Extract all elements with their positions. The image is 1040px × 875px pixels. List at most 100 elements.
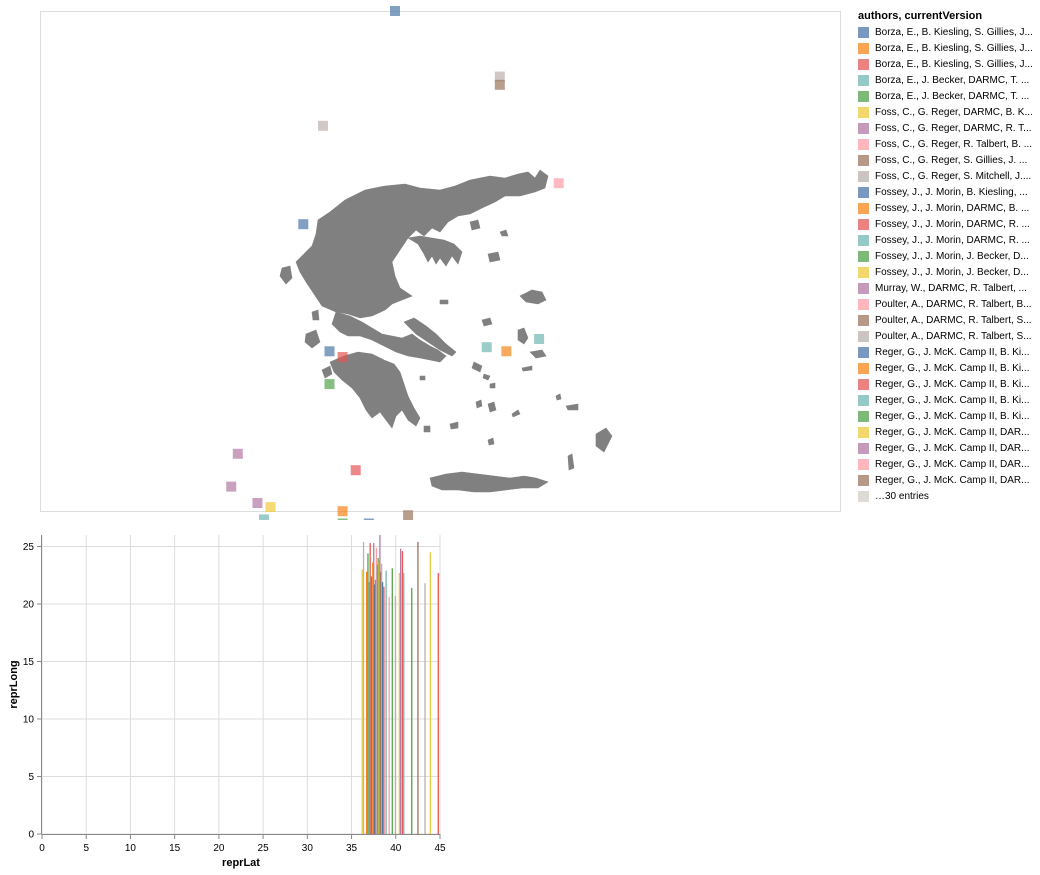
legend-swatch	[858, 410, 869, 422]
bar	[381, 563, 383, 834]
legend-item: Reger, G., J. McK. Camp II, DAR...	[858, 424, 1038, 440]
legend-item: Borza, E., B. Kiesling, S. Gillies, J...	[858, 40, 1038, 56]
map-point	[481, 342, 492, 353]
legend-title: authors, currentVersion	[858, 10, 983, 22]
x-axis-title: reprLat	[222, 857, 260, 869]
map-chart	[0, 0, 850, 640]
x-tick-label: 5	[83, 843, 89, 854]
land-zakynthos	[321, 365, 333, 379]
legend-swatch	[858, 442, 869, 454]
legend-swatch	[858, 42, 869, 54]
legend-item: Fossey, J., J. Morin, J. Becker, D...	[858, 248, 1038, 264]
land-andros	[471, 361, 483, 373]
map-point	[350, 465, 361, 476]
legend-swatch	[858, 186, 869, 198]
y-axis-title: reprLong	[8, 660, 20, 708]
legend-label: Fossey, J., J. Morin, B. Kiesling, ...	[875, 186, 1028, 198]
land-karpathos	[567, 453, 575, 471]
bar	[362, 541, 365, 834]
bar	[365, 571, 368, 834]
land-samothrace	[499, 229, 509, 237]
map-point	[324, 346, 335, 357]
legend-label: Borza, E., J. Becker, DARMC, T. ...	[875, 90, 1030, 102]
greece-landmass	[279, 169, 613, 493]
bar	[361, 569, 363, 834]
legend-swatch	[858, 202, 869, 214]
legend-items: Borza, E., B. Kiesling, S. Gillies, J...…	[858, 24, 1038, 488]
legend-label: Foss, C., G. Reger, R. Talbert, B. ...	[875, 138, 1033, 150]
bar	[383, 586, 385, 834]
map-svg	[40, 6, 841, 640]
legend-label: Poulter, A., DARMC, R. Talbert, S...	[875, 314, 1032, 326]
legend-swatch	[858, 122, 869, 134]
y-tick-label: 15	[23, 657, 35, 668]
legend-swatch	[858, 394, 869, 406]
bar	[376, 564, 378, 834]
legend-item: Foss, C., G. Reger, DARMC, B. K...	[858, 104, 1038, 120]
legend-item: Reger, G., J. McK. Camp II, B. Ki...	[858, 376, 1038, 392]
land-lesbos	[519, 289, 547, 305]
legend-label: Poulter, A., DARMC, R. Talbert, S...	[875, 330, 1032, 342]
legend-label: Reger, G., J. McK. Camp II, DAR...	[875, 426, 1030, 438]
map-point	[259, 514, 269, 525]
legend-item: Reger, G., J. McK. Camp II, DAR...	[858, 440, 1038, 456]
bar	[401, 551, 404, 834]
map-point	[232, 448, 243, 459]
legend-item: Reger, G., J. McK. Camp II, B. Ki...	[858, 344, 1038, 360]
legend-item: Reger, G., J. McK. Camp II, B. Ki...	[858, 408, 1038, 424]
land-chalkidiki	[407, 235, 463, 267]
y-tick-label: 25	[23, 542, 35, 553]
legend-item: Borza, E., J. Becker, DARMC, T. ...	[858, 72, 1038, 88]
land-thasos	[469, 219, 481, 231]
legend-swatch	[858, 458, 869, 470]
legend-swatch	[858, 218, 869, 230]
land-peloponnese	[329, 351, 421, 429]
legend-item: Poulter, A., DARMC, R. Talbert, S...	[858, 328, 1038, 344]
map-point	[501, 346, 512, 357]
legend-item: Murray, W., DARMC, R. Talbert, ...	[858, 280, 1038, 296]
land-chios	[517, 327, 529, 345]
map-point	[265, 502, 276, 513]
legend-item: Fossey, J., J. Morin, B. Kiesling, ...	[858, 184, 1038, 200]
map-point	[494, 79, 505, 90]
legend-item: Borza, E., B. Kiesling, S. Gillies, J...	[858, 24, 1038, 40]
legend-label: Reger, G., J. McK. Camp II, DAR...	[875, 458, 1030, 470]
y-tick-label: 10	[23, 715, 35, 726]
legend-label: Reger, G., J. McK. Camp II, B. Ki...	[875, 410, 1030, 422]
legend-swatch	[858, 74, 869, 86]
legend-label: Poulter, A., DARMC, R. Talbert, B...	[875, 298, 1032, 310]
land-corfu	[279, 265, 293, 285]
legend-label: Reger, G., J. McK. Camp II, DAR...	[875, 474, 1030, 486]
map-point	[298, 219, 309, 230]
legend-swatch	[858, 282, 869, 294]
legend-item: Borza, E., B. Kiesling, S. Gillies, J...	[858, 56, 1038, 72]
map-point	[324, 379, 335, 390]
legend-swatch	[858, 154, 869, 166]
legend-label: Reger, G., J. McK. Camp II, B. Ki...	[875, 362, 1030, 374]
legend-more-swatch	[858, 490, 869, 502]
map-frame	[40, 11, 841, 512]
legend-swatch	[858, 26, 869, 38]
legend-label: Fossey, J., J. Morin, DARMC, R. ...	[875, 234, 1030, 246]
x-tick-label: 40	[390, 843, 402, 854]
bar	[437, 572, 439, 834]
legend-item: Fossey, J., J. Morin, J. Becker, D...	[858, 264, 1038, 280]
legend-label: Foss, C., G. Reger, S. Mitchell, J....	[875, 170, 1032, 182]
land-aegina	[419, 375, 426, 381]
land-kos	[565, 403, 579, 411]
land-paros	[475, 399, 483, 409]
legend-swatch	[858, 426, 869, 438]
bar	[388, 597, 390, 834]
land-central	[331, 311, 447, 363]
y-tick-label: 20	[23, 600, 35, 611]
legend-label: Reger, G., J. McK. Camp II, B. Ki...	[875, 346, 1030, 358]
legend-swatch	[858, 106, 869, 118]
map-point	[553, 178, 564, 189]
land-amorgos	[511, 409, 521, 418]
map-point	[390, 6, 400, 16]
legend-label: Murray, W., DARMC, R. Talbert, ...	[875, 282, 1027, 294]
legend-label: Reger, G., J. McK. Camp II, B. Ki...	[875, 378, 1030, 390]
legend-swatch	[858, 314, 869, 326]
y-tick-label: 0	[28, 830, 34, 841]
legend-label: Reger, G., J. McK. Camp II, DAR...	[875, 442, 1030, 454]
